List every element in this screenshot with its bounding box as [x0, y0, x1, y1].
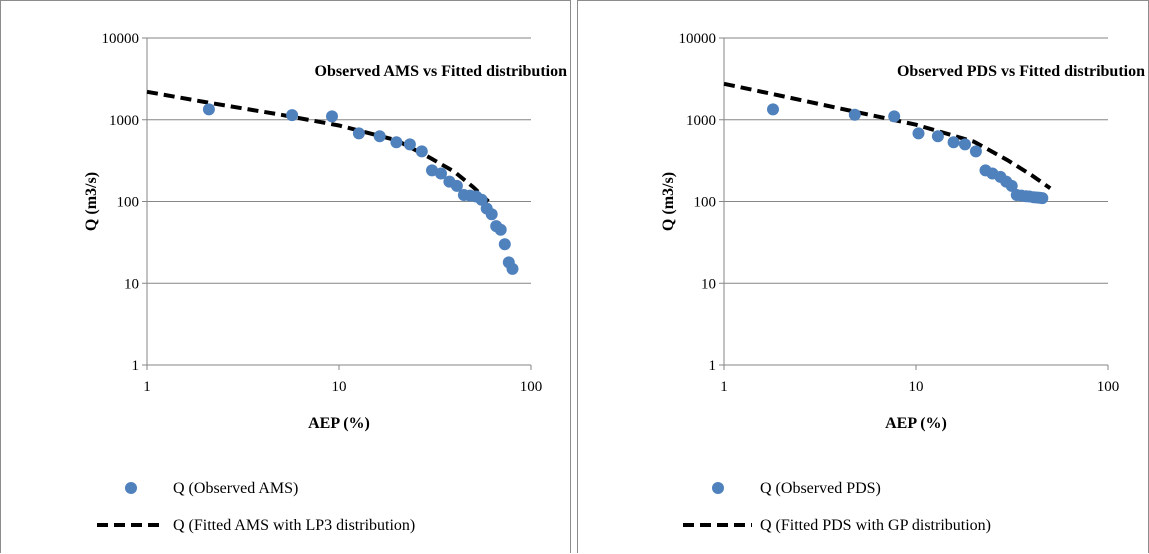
- x-axis-label: AEP (%): [308, 415, 370, 432]
- observed-point: [485, 208, 498, 221]
- ams-chart: 1 10 100 1000 10000 1 10 100 AEP (%) Q (m3/s) Obse…: [83, 31, 568, 534]
- y-tick-label: 100: [117, 195, 140, 211]
- legend-marker-observed: [125, 482, 137, 494]
- observed-point: [931, 130, 944, 143]
- observed-point: [912, 127, 925, 140]
- observed-point: [767, 103, 779, 116]
- y-tick-label: 10: [124, 276, 139, 292]
- observed-point: [450, 179, 463, 192]
- observed-point: [506, 262, 519, 275]
- pds-chart: 1 10 100 1000 10000 1 10 100 AEP (%) Q (m3/s) Obse…: [660, 31, 1145, 534]
- observed-point: [373, 130, 386, 143]
- chart-panel-pds: 1 10 100 1000 10000 1 10 100 AEP (%) Q (m3/s) Obse…: [577, 0, 1149, 553]
- observed-point: [1036, 192, 1049, 205]
- y-tick-label: 1000: [686, 113, 716, 129]
- legend-label-fitted: Q (Fitted AMS with LP3 distribution): [173, 517, 415, 534]
- chart-title: Observed PDS vs Fitted distribution: [897, 63, 1145, 80]
- observed-point: [435, 167, 447, 180]
- y-tick-label: 10: [701, 276, 716, 292]
- observed-point: [426, 164, 438, 177]
- y-axis-label: Q (m3/s): [660, 172, 677, 231]
- observed-point: [1005, 179, 1018, 192]
- observed-point: [403, 138, 416, 151]
- observed-point: [415, 145, 428, 158]
- legend-label-fitted: Q (Fitted PDS with GP distribution): [760, 517, 991, 534]
- observed-point: [888, 110, 901, 123]
- observed-point: [848, 108, 861, 121]
- x-tick-label: 100: [1097, 379, 1120, 395]
- y-tick-label: 10000: [679, 31, 717, 47]
- y-tick-label: 10000: [102, 31, 140, 47]
- y-tick-label: 1: [132, 358, 140, 374]
- x-tick-label: 100: [520, 379, 543, 395]
- y-tick-label: 100: [694, 195, 717, 211]
- y-tick-label: 1000: [109, 113, 139, 129]
- observed-point: [494, 223, 507, 236]
- x-axis-label: AEP (%): [885, 415, 947, 432]
- observed-point: [959, 138, 971, 151]
- observed-point: [286, 109, 299, 122]
- x-tick-label: 1: [720, 379, 728, 395]
- observed-point: [947, 136, 960, 149]
- x-tick-label: 10: [332, 379, 347, 395]
- y-tick-label: 1: [709, 358, 717, 374]
- legend-marker-observed: [712, 482, 724, 494]
- observed-point: [475, 193, 488, 206]
- observed-point: [326, 110, 338, 123]
- observed-point: [969, 145, 982, 158]
- x-tick-label: 1: [143, 379, 151, 395]
- observed-point: [390, 136, 403, 149]
- x-tick-label: 10: [909, 379, 924, 395]
- legend-label-observed: Q (Observed AMS): [173, 480, 298, 497]
- chart-title: Observed AMS vs Fitted distribution: [315, 63, 568, 80]
- observed-point: [202, 103, 215, 116]
- legend-label-observed: Q (Observed PDS): [760, 480, 881, 497]
- fitted-distribution-line: [146, 89, 490, 203]
- chart-panel-ams: 1 10 100 1000 10000 1 10 100 AEP (%) Q (m3/s) Obse…: [0, 0, 571, 553]
- observed-point: [352, 127, 365, 140]
- fitted-distribution-line: [723, 81, 1052, 190]
- y-axis-label: Q (m3/s): [83, 172, 100, 231]
- observed-point: [498, 238, 511, 251]
